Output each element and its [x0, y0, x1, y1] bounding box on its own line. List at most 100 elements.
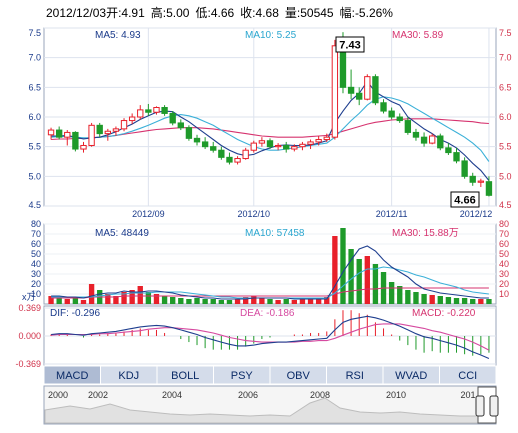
- price-x-tick: 2012/11: [376, 209, 408, 219]
- candle-body: [437, 135, 444, 149]
- candle-body: [153, 107, 160, 113]
- price-ma30-label: MA30: 5.89: [392, 30, 444, 41]
- candle: [55, 126, 63, 140]
- candle-body: [445, 147, 452, 154]
- navigator-left-handle[interactable]: [475, 395, 485, 417]
- candle: [380, 99, 387, 114]
- volume-bar: [72, 297, 79, 304]
- navigator-year-label: 2000: [48, 390, 68, 400]
- header-date: 2012/12/03: [46, 6, 106, 20]
- volume-bar: [413, 292, 419, 304]
- volume-bar: [478, 299, 484, 304]
- candle: [315, 135, 322, 146]
- low-price-marker: 4.66: [450, 191, 480, 208]
- volume-bar: [340, 228, 346, 304]
- dif-line: [51, 315, 490, 360]
- volume-y-tick-right: 70: [499, 229, 509, 239]
- candle-body: [453, 152, 460, 162]
- volume-bar: [275, 300, 281, 304]
- navigator-year-label: 2010: [386, 390, 406, 400]
- volume-bar: [388, 282, 395, 304]
- candle: [461, 157, 468, 179]
- header-close-label: 收:: [240, 6, 255, 20]
- indicator-tab[interactable]: RSI: [326, 365, 384, 385]
- candle: [283, 141, 290, 153]
- navigator-right-handle[interactable]: [489, 395, 499, 417]
- indicator-tab[interactable]: KDJ: [100, 365, 158, 385]
- candle: [453, 147, 460, 164]
- volume-bar: [202, 299, 208, 304]
- volume-bar: [291, 300, 298, 304]
- price-x-tick: 2012/09: [132, 209, 165, 219]
- candle-body: [226, 156, 233, 163]
- volume-bar: [259, 298, 265, 304]
- candle: [274, 143, 282, 151]
- candle: [420, 132, 428, 147]
- volume-bar: [234, 299, 241, 304]
- volume-bar: [186, 299, 192, 304]
- candle: [193, 134, 201, 146]
- indicator-tab-label: PSY: [231, 370, 254, 382]
- candle-body: [404, 120, 412, 133]
- macd-y-tick: 0.000: [18, 331, 41, 341]
- macd-y-axis: 0.369 0.000 -0.369: [15, 303, 41, 369]
- candle: [169, 111, 176, 126]
- candle: [388, 107, 395, 120]
- volume-bar: [429, 295, 435, 304]
- candle: [88, 122, 95, 147]
- candle: [234, 156, 241, 165]
- candle-body: [429, 135, 436, 144]
- volume-y-tick-left: 40: [31, 259, 41, 269]
- candle-body: [412, 131, 420, 138]
- low-marker-box: [450, 191, 480, 208]
- indicator-tab[interactable]: WVAD: [382, 365, 440, 385]
- high-marker-text: 7.43: [339, 40, 360, 52]
- volume-y-tick-right: 50: [499, 249, 509, 259]
- candle: [145, 103, 152, 116]
- indicator-tab[interactable]: BOLL: [156, 365, 214, 385]
- price-ma10-label: MA10: 5.25: [245, 30, 297, 41]
- macd-y-tick: 0.369: [18, 303, 41, 313]
- volume-bar: [251, 296, 257, 304]
- indicator-tab[interactable]: OBV: [269, 365, 327, 385]
- ma30-line: [51, 118, 489, 141]
- candle: [177, 119, 184, 131]
- indicator-tab[interactable]: CCI: [439, 365, 497, 385]
- volume-y-tick-right: 20: [499, 279, 509, 289]
- low-marker-text: 4.66: [454, 195, 475, 207]
- candle-body: [291, 146, 298, 150]
- volume-y-tick-right: 10: [499, 289, 509, 299]
- indicator-tab[interactable]: MACD: [43, 365, 101, 385]
- header-low-label: 低:: [195, 6, 210, 20]
- volume-bar: [470, 299, 476, 304]
- macd-dif-label: DIF: -0.296: [50, 308, 100, 319]
- volume-bar: [372, 264, 379, 304]
- candle: [210, 141, 217, 153]
- volume-ma10-label: MA10: 57458: [245, 228, 305, 239]
- candle-body: [104, 130, 111, 135]
- candle: [250, 140, 257, 153]
- candle: [201, 137, 209, 150]
- price-y-tick-left: 6.0: [28, 112, 41, 122]
- candle: [137, 105, 144, 120]
- header-quote: 2012/12/03开:4.91 高:5.00 低:4.66 收:4.68 量:5054…: [46, 5, 393, 20]
- candle: [299, 141, 306, 151]
- price-ma5-label: MA5: 4.93: [95, 30, 141, 41]
- indicator-tab[interactable]: PSY: [213, 365, 271, 385]
- candle-body: [177, 122, 184, 129]
- candle: [429, 133, 436, 145]
- volume-y-tick-left: 50: [31, 249, 41, 259]
- volume-bars: [48, 228, 492, 304]
- volume-bar: [307, 299, 314, 304]
- navigator-year-label: 2008: [310, 390, 330, 400]
- indicator-tab-label: KDJ: [118, 370, 139, 382]
- volume-bar: [324, 297, 330, 304]
- volume-ma30-line: [51, 287, 489, 299]
- header-volume: 50545: [300, 6, 334, 20]
- indicator-tab-label: CCI: [458, 370, 477, 382]
- price-y-tick-right: 5.0: [499, 171, 512, 181]
- volume-bar: [153, 294, 160, 304]
- candle: [80, 141, 87, 153]
- candle-body: [96, 124, 103, 135]
